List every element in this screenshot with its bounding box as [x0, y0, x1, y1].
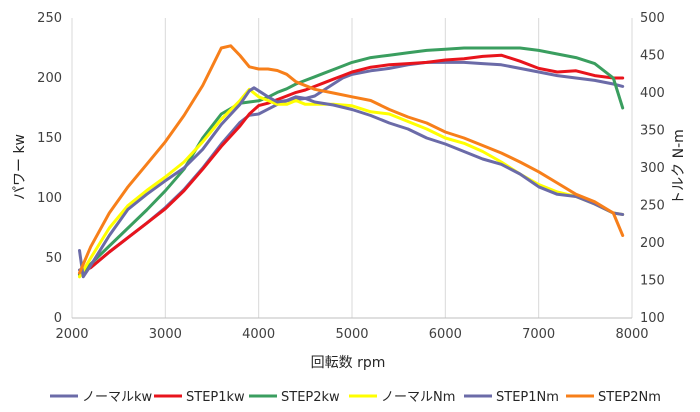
legend-label: STEP2Nm	[598, 390, 661, 405]
y-left-tick-label: 50	[45, 251, 62, 266]
y-right-tick-label: 150	[640, 274, 665, 289]
chart-legend: ノーマルkw STEP1kw STEP2kw ノーマルNm STEP1Nm STEP2Nm	[50, 390, 661, 405]
series-line-1	[78, 60, 625, 272]
y-left-tick-label: 250	[37, 11, 62, 26]
y-right-tick-label: 500	[640, 11, 665, 26]
y-left-tick-label: 150	[37, 131, 62, 146]
x-tick-label: 6000	[429, 327, 462, 342]
y-right-tick-label: 200	[640, 236, 665, 251]
x-tick-label: 2000	[55, 327, 88, 342]
x-tick-label: 5000	[335, 327, 368, 342]
series-line-5	[78, 86, 625, 279]
legend-label: ノーマルkw	[82, 390, 153, 405]
y-right-tick-labels: 100 150 200 250 300 350 400 450 500	[640, 11, 665, 326]
x-tick-label: 3000	[149, 327, 182, 342]
y-left-tick-label: 200	[37, 71, 62, 86]
y-left-axis-title: パワー kw	[12, 134, 28, 200]
y-right-tick-label: 350	[640, 124, 665, 139]
y-right-tick-label: 300	[640, 161, 665, 176]
series-line-3	[78, 46, 625, 277]
y-right-tick-label: 450	[640, 49, 665, 64]
chart-series-lines	[78, 44, 625, 279]
x-tick-label: 4000	[242, 327, 275, 342]
y-left-tick-labels: 0 50 100 150 200 250	[37, 11, 62, 326]
legend-label: STEP2kw	[281, 390, 340, 405]
x-axis-title: 回転数 rpm	[311, 355, 386, 371]
legend-label: ノーマルNm	[381, 390, 455, 405]
series-line-2	[78, 53, 625, 276]
y-right-tick-label: 250	[640, 199, 665, 214]
y-right-tick-label: 400	[640, 86, 665, 101]
y-right-axis-title: トルク N-m	[671, 129, 687, 205]
y-left-tick-label: 100	[37, 191, 62, 206]
x-tick-labels: 2000 3000 4000 5000 6000 7000 8000	[55, 327, 648, 342]
series-line-6	[78, 44, 625, 275]
y-right-tick-label: 100	[640, 311, 665, 326]
legend-label: STEP1kw	[186, 390, 245, 405]
legend-label: STEP1Nm	[496, 390, 559, 405]
y-left-tick-label: 0	[54, 311, 62, 326]
x-tick-label: 8000	[615, 327, 648, 342]
x-tick-label: 7000	[522, 327, 555, 342]
